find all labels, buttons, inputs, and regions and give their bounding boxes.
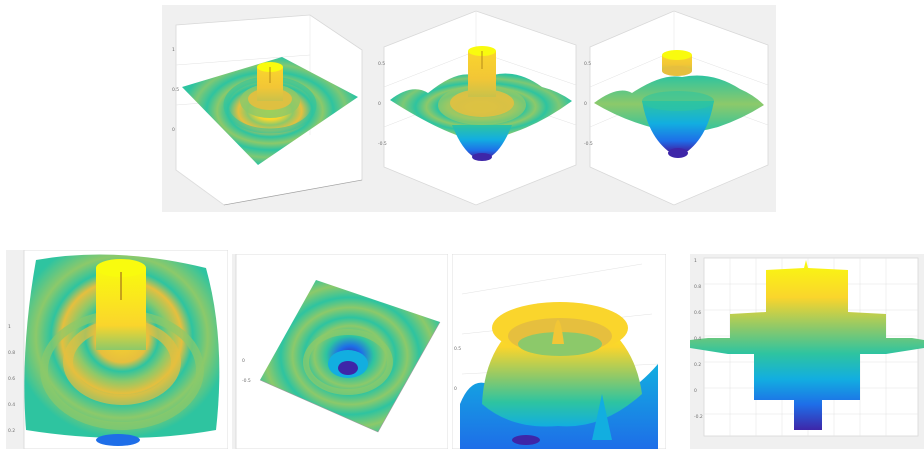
view-2-surface [390, 46, 572, 161]
svg-text:0: 0 [584, 101, 587, 107]
svg-text:0.5: 0.5 [172, 87, 179, 93]
svg-text:-0.5: -0.5 [242, 378, 251, 384]
view-7-ticks: 1 0.8 0.6 0.4 0.2 0 -0.2 [694, 258, 703, 420]
view-5-svg: 0 -0.5 [235, 254, 448, 449]
top-figure-svg: 1 0.5 0 0.5 0 -0.5 [172, 10, 769, 206]
svg-text:0: 0 [694, 388, 697, 394]
view-4-surface [24, 254, 220, 446]
view-5-surface [260, 280, 440, 432]
view-6-svg: 0.5 0 [452, 254, 666, 449]
top-figure-panel: 1 0.5 0 0.5 0 -0.5 [162, 5, 776, 212]
svg-text:0.2: 0.2 [8, 428, 15, 434]
svg-text:0.5: 0.5 [378, 61, 385, 67]
bottom-view-6-panel: 0.5 0 [452, 254, 666, 449]
svg-text:1: 1 [8, 324, 11, 330]
svg-text:0: 0 [454, 386, 457, 392]
svg-text:0.4: 0.4 [8, 402, 15, 408]
view-6-surface [460, 302, 658, 449]
bottom-view-4-panel: 1 0.8 0.6 0.4 0.2 [6, 250, 228, 449]
view-1-axes: 1 0.5 0 [172, 14, 363, 206]
view-2-ticks: 0.5 0 -0.5 [378, 61, 387, 147]
view-3-surface [594, 50, 764, 158]
svg-text:0.4: 0.4 [694, 336, 701, 342]
view-3-axes: 0.5 0 -0.5 [584, 10, 769, 206]
svg-text:0.5: 0.5 [584, 61, 591, 67]
svg-text:-0.2: -0.2 [694, 414, 703, 420]
bottom-view-5-panel: 0 -0.5 [232, 254, 448, 449]
view-6-ticks: 0.5 0 [454, 346, 461, 392]
view-1-ticks: 1 0.5 0 [172, 47, 179, 133]
view-4-svg: 1 0.8 0.6 0.4 0.2 [8, 250, 228, 449]
svg-text:1: 1 [694, 258, 697, 264]
svg-text:0.8: 0.8 [8, 350, 15, 356]
view-5-ticks: 0 -0.5 [242, 358, 251, 384]
view-7-svg: 1 0.8 0.6 0.4 0.2 0 -0.2 [690, 257, 924, 437]
svg-text:0.2: 0.2 [694, 362, 701, 368]
bottom-view-7-panel: 1 0.8 0.6 0.4 0.2 0 -0.2 [690, 254, 924, 449]
view-3-ticks: 0.5 0 -0.5 [584, 61, 593, 147]
svg-text:-0.5: -0.5 [378, 141, 387, 147]
svg-text:0.6: 0.6 [8, 376, 15, 382]
svg-text:0.6: 0.6 [694, 310, 701, 316]
svg-text:1: 1 [172, 47, 175, 53]
view-4-ticks: 1 0.8 0.6 0.4 0.2 [8, 324, 15, 434]
view-2-axes: 0.5 0 -0.5 [378, 10, 577, 206]
svg-text:0: 0 [242, 358, 245, 364]
svg-text:0: 0 [172, 127, 175, 133]
view-1-surface [182, 57, 358, 165]
view-7-surface [690, 260, 924, 430]
svg-text:-0.5: -0.5 [584, 141, 593, 147]
svg-text:0: 0 [378, 101, 381, 107]
svg-text:0.8: 0.8 [694, 284, 701, 290]
svg-text:0.5: 0.5 [454, 346, 461, 352]
